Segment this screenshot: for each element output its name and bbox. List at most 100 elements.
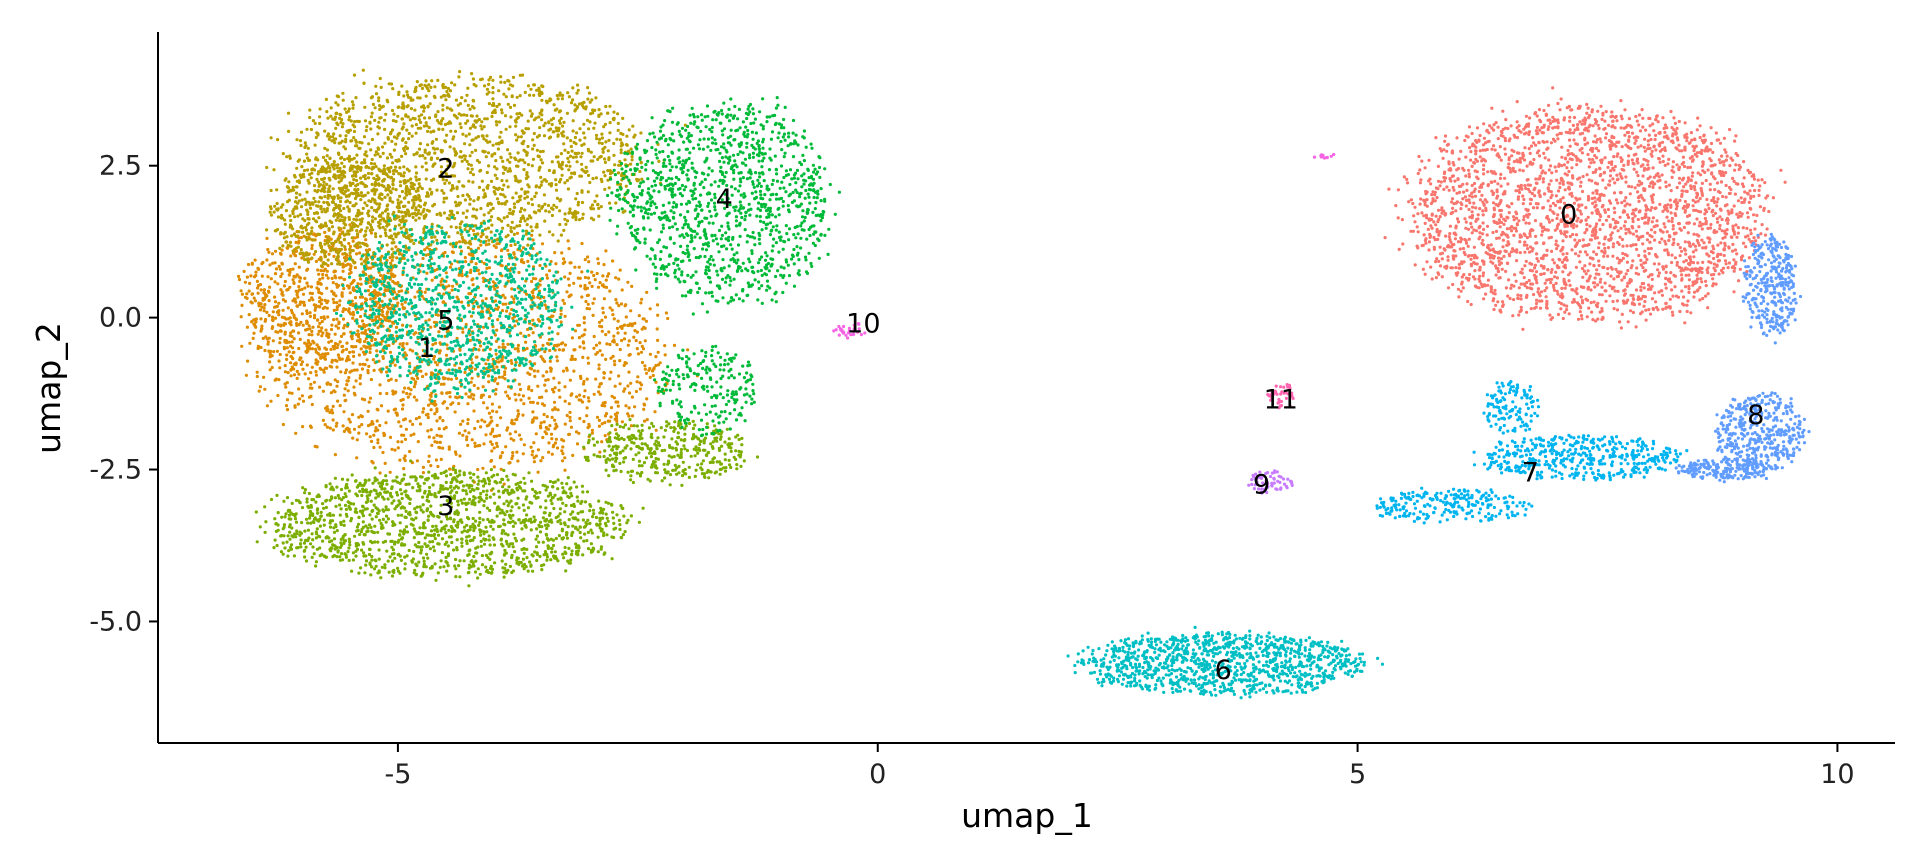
data-point	[357, 425, 361, 429]
data-point	[1675, 147, 1679, 151]
data-point	[530, 453, 534, 457]
data-point	[1627, 135, 1631, 139]
data-point	[310, 333, 314, 337]
data-point	[383, 461, 387, 465]
data-point	[1535, 257, 1539, 261]
data-point	[629, 381, 633, 385]
data-point	[1556, 213, 1560, 217]
data-point	[1458, 247, 1462, 251]
data-point	[1711, 214, 1715, 218]
data-point	[1667, 219, 1671, 223]
data-point	[1758, 205, 1762, 209]
data-point	[1663, 163, 1667, 167]
data-point	[1515, 223, 1519, 227]
data-point	[286, 371, 290, 375]
data-point	[503, 345, 507, 349]
data-point	[1663, 148, 1667, 153]
data-point	[457, 402, 461, 406]
data-point	[1535, 298, 1539, 302]
data-point	[1529, 198, 1533, 202]
data-point	[1662, 222, 1666, 226]
data-point	[1657, 271, 1661, 275]
data-point	[263, 387, 267, 391]
data-point	[1707, 240, 1711, 244]
data-point	[1630, 224, 1634, 229]
data-point	[1616, 229, 1620, 233]
data-point	[585, 414, 589, 418]
data-point	[537, 319, 542, 323]
data-point	[1671, 134, 1675, 138]
data-point	[378, 391, 382, 396]
data-point	[504, 302, 508, 306]
data-point	[1460, 282, 1464, 286]
data-point	[586, 361, 591, 365]
data-point	[381, 355, 385, 359]
data-point	[1647, 116, 1651, 120]
data-point	[1567, 312, 1571, 316]
data-point	[1489, 290, 1493, 294]
data-point	[545, 370, 549, 374]
data-point	[1535, 132, 1539, 136]
data-point	[597, 424, 602, 428]
data-point	[1704, 284, 1708, 288]
data-point	[441, 446, 445, 450]
data-point	[1517, 151, 1521, 155]
data-point	[1636, 174, 1640, 178]
data-point	[412, 377, 416, 381]
data-point	[415, 459, 419, 463]
data-point	[1732, 230, 1736, 234]
data-point	[580, 270, 584, 274]
data-point	[1647, 133, 1651, 137]
data-point	[1619, 114, 1623, 118]
data-point	[283, 364, 287, 368]
data-point	[386, 409, 390, 413]
data-point	[470, 361, 474, 365]
data-point	[1593, 281, 1597, 285]
data-point	[1407, 200, 1411, 204]
data-point	[289, 368, 293, 372]
data-point	[545, 415, 549, 419]
data-point	[1633, 186, 1637, 190]
data-point	[368, 435, 372, 439]
data-point	[1533, 266, 1537, 270]
data-point	[597, 363, 601, 367]
data-point	[1503, 147, 1507, 151]
data-point	[1566, 160, 1570, 164]
data-point	[292, 329, 296, 333]
data-point	[305, 309, 309, 313]
data-point	[642, 407, 646, 411]
data-point	[285, 346, 289, 350]
data-point	[1486, 170, 1490, 174]
data-point	[1419, 197, 1423, 201]
data-point	[1497, 259, 1501, 263]
data-point	[1753, 188, 1757, 193]
data-point	[323, 346, 327, 350]
data-point	[334, 276, 338, 280]
data-point	[1643, 137, 1647, 141]
data-point	[1528, 261, 1532, 265]
data-point	[627, 406, 631, 410]
data-point	[1503, 249, 1507, 253]
data-point	[1698, 266, 1702, 270]
data-point	[354, 345, 358, 349]
data-point	[1394, 204, 1398, 208]
data-point	[347, 309, 351, 313]
data-point	[1545, 302, 1549, 306]
data-point	[1641, 174, 1645, 178]
data-point	[1683, 240, 1687, 244]
data-point	[487, 395, 492, 399]
data-point	[1685, 205, 1689, 209]
data-point	[562, 439, 566, 443]
data-point	[1714, 131, 1718, 135]
data-point	[1600, 317, 1604, 321]
data-point	[1546, 199, 1550, 203]
data-point	[531, 410, 535, 414]
data-point	[1677, 165, 1682, 169]
data-point	[1515, 100, 1519, 104]
data-point	[464, 392, 468, 396]
data-point	[1582, 269, 1586, 273]
data-point	[1483, 159, 1487, 163]
data-point	[385, 391, 389, 396]
data-point	[1624, 175, 1628, 179]
data-point	[1469, 302, 1473, 307]
